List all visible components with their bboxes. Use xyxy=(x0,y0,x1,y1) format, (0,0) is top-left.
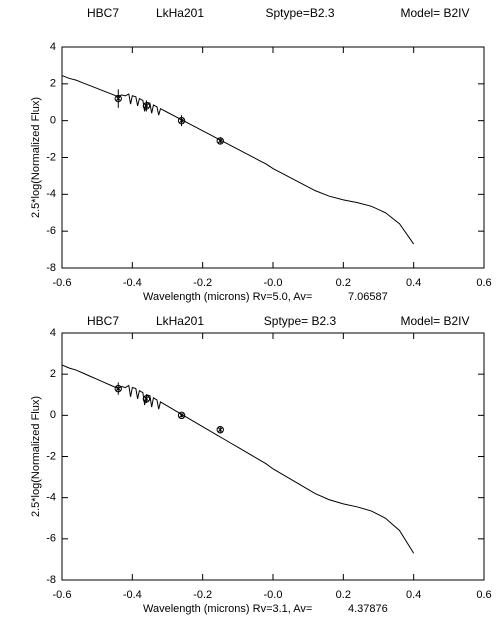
data-point-cross xyxy=(178,412,185,418)
y-tick-label: -8 xyxy=(46,574,56,586)
data-point-cross xyxy=(217,138,223,144)
y-axis-label: 2.5*log(Normalized Flux) xyxy=(30,97,42,218)
data-point xyxy=(142,102,151,110)
y-tick-label: 4 xyxy=(50,41,56,53)
y-tick-label: -8 xyxy=(46,262,56,274)
data-point xyxy=(216,137,224,145)
model-line xyxy=(61,364,415,554)
x-tick-label: -0.4 xyxy=(123,589,142,601)
y-tick-label: -2 xyxy=(46,151,56,163)
x-tick-label: -0.6 xyxy=(53,277,72,289)
y-tick-label: -4 xyxy=(46,188,56,200)
data-point-cross xyxy=(217,427,223,433)
y-tick-label: 2 xyxy=(50,78,56,90)
x-tick-label: 0.6 xyxy=(476,589,491,601)
x-tick-label: -0.6 xyxy=(53,589,72,601)
av-value: 7.06587 xyxy=(348,291,388,303)
av-value: 4.37876 xyxy=(348,603,388,615)
header-text: LkHa201 xyxy=(156,6,204,20)
plot-frame xyxy=(61,46,485,269)
x-tick-label: 0.4 xyxy=(406,277,421,289)
x-tick-label: 0.2 xyxy=(336,277,351,289)
data-point-cross xyxy=(143,103,150,109)
data-point xyxy=(114,384,122,393)
x-tick-label: 0.2 xyxy=(336,589,351,601)
header-text: Model= B2IV xyxy=(400,314,469,328)
x-tick-label: -0.0 xyxy=(264,589,283,601)
data-point-cross xyxy=(115,95,121,102)
x-tick-label: -0.4 xyxy=(123,277,142,289)
x-axis-label: Wavelength (microns) Rv=3.1, Av= xyxy=(143,603,312,615)
data-point-cross xyxy=(178,118,185,124)
x-tick-label: -0.2 xyxy=(193,277,212,289)
y-axis-label: 2.5*log(Normalized Flux) xyxy=(30,396,42,517)
plot-frame xyxy=(61,332,485,581)
data-point xyxy=(177,116,186,125)
y-tick-label: 2 xyxy=(50,368,56,380)
x-axis-label: Wavelength (microns) Rv=5.0, Av= xyxy=(143,291,312,303)
x-tick-label: 0.6 xyxy=(476,277,491,289)
header-text: HBC7 xyxy=(87,6,119,20)
data-point-cross xyxy=(143,396,150,402)
x-tick-label: -0.2 xyxy=(193,589,212,601)
y-tick-label: 4 xyxy=(50,327,56,339)
y-tick-label: 0 xyxy=(50,409,56,421)
y-tick-label: -6 xyxy=(46,533,56,545)
header-text: HBC7 xyxy=(87,314,119,328)
data-point xyxy=(177,411,186,420)
header-text: Sptype= B2.3 xyxy=(264,314,337,328)
y-tick-label: -4 xyxy=(46,492,56,504)
x-tick-label: 0.4 xyxy=(406,589,421,601)
data-point xyxy=(114,94,122,103)
header-text: Sptype=B2.3 xyxy=(265,6,334,20)
header-text: LkHa201 xyxy=(156,314,204,328)
y-tick-label: -6 xyxy=(46,225,56,237)
model-line xyxy=(61,75,415,245)
data-point xyxy=(216,426,224,434)
x-tick-label: -0.0 xyxy=(264,277,283,289)
y-tick-label: -2 xyxy=(46,450,56,462)
data-point xyxy=(142,395,151,403)
header-text: Model= B2IV xyxy=(400,6,469,20)
data-point-cross xyxy=(115,385,121,392)
y-tick-label: 0 xyxy=(50,115,56,127)
